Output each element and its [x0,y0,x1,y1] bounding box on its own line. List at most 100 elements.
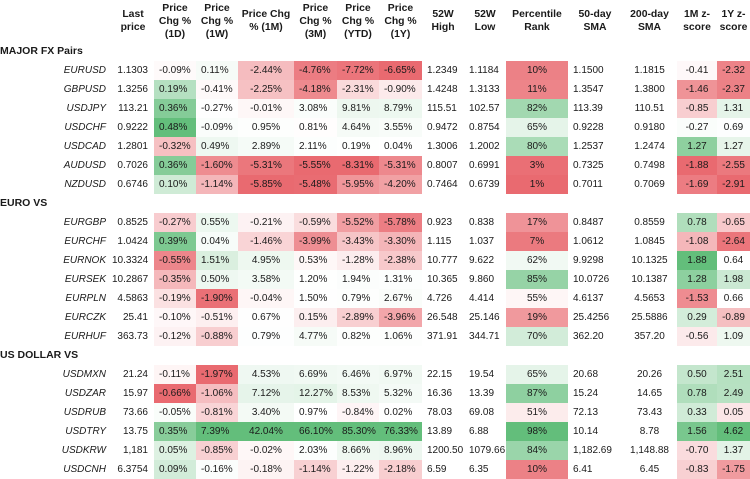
cell-m3: -4.76% [294,61,337,80]
cell-z1m: 1.27 [677,137,717,156]
cell-l52: 0.6739 [469,178,500,190]
cell-sma200: 0.9180 [634,121,665,133]
cell-w1: 0.55% [196,213,238,232]
cell-ytd: 8.53% [337,384,379,403]
cell-m1: -5.85% [238,175,294,194]
table-body: MAJOR FX Pairs EURUSD 1.1303 -0.09% 0.11% -2.… [0,42,750,479]
cell-h52: 1.2349 [427,64,458,76]
pair-label: NZDUSD [64,178,106,190]
cell-z1m: 1.28 [677,270,717,289]
cell-last: 1.3256 [117,83,148,95]
cell-sma50: 1,182.69 [573,444,612,456]
cell-z1y: 1.09 [717,327,750,346]
cell-sma50: 25.4256 [573,311,610,323]
table-row: EURUSD 1.1303 -0.09% 0.11% -2.44% -4.76% -7.72… [0,61,750,80]
cell-w1: -0.41% [196,80,238,99]
cell-h52: 4.726 [427,292,453,304]
cell-z1m: -1.46 [677,80,717,99]
cell-sma50: 0.7011 [573,178,603,190]
cell-pct: 7% [506,232,568,251]
cell-z1m: -1.53 [677,289,717,308]
cell-m1: -2.25% [238,80,294,99]
cell-m3: 6.69% [294,365,337,384]
cell-y1: 6.97% [379,365,422,384]
column-header-last: Last price [120,9,146,33]
cell-sma50: 1.0612 [573,235,604,247]
cell-m1: 3.40% [238,403,294,422]
cell-ytd: -1.28% [337,251,379,270]
cell-y1: 0.04% [379,137,422,156]
cell-w1: 7.39% [196,422,238,441]
cell-last: 363.73 [117,330,148,342]
cell-sma200: 6.45 [639,463,660,475]
cell-m3: 0.15% [294,308,337,327]
cell-z1m: -1.08 [677,232,717,251]
cell-ytd: 0.82% [337,327,379,346]
cell-last: 15.97 [122,387,148,399]
cell-y1: 8.96% [379,441,422,460]
column-header-h52: 52W High [431,9,455,33]
group-header-row: US DOLLAR VS [0,346,750,365]
cell-sma50: 1.2537 [573,140,604,152]
cell-m1: 0.79% [238,327,294,346]
cell-z1m: -0.85 [677,99,717,118]
cell-z1m: -0.83 [677,460,717,479]
cell-last: 10.3324 [112,254,149,266]
cell-y1: -3.30% [379,232,422,251]
cell-h52: 1.3006 [427,140,458,152]
table-row: EURGBP 0.8525 -0.27% 0.55% -0.21% -0.59% -5.52… [0,213,750,232]
cell-m3: -4.18% [294,80,337,99]
cell-d1: 0.36% [154,156,196,175]
cell-ytd: -8.31% [337,156,379,175]
cell-h52: 1.4248 [427,83,458,95]
cell-ytd: 0.79% [337,289,379,308]
cell-ytd: 1.94% [337,270,379,289]
cell-sma50: 113.39 [573,102,603,114]
pair-label: EURUSD [63,64,106,76]
cell-z1y: -2.91 [717,175,750,194]
cell-sma50: 4.6137 [573,292,604,304]
cell-m1: 0.67% [238,308,294,327]
cell-pct: 17% [506,213,568,232]
cell-sma200: 25.5886 [631,311,668,323]
cell-m3: 2.03% [294,441,337,460]
cell-z1m: -0.41 [677,61,717,80]
cell-h52: 0.7464 [427,178,458,190]
cell-h52: 0.9472 [427,121,458,133]
cell-d1: 0.19% [154,80,196,99]
cell-y1: 5.32% [379,384,422,403]
table-row: EURNOK 10.3324 -0.55% 1.51% 4.95% 0.53% -1.28%… [0,251,750,270]
cell-z1m: 0.78 [677,384,717,403]
cell-m1: 42.04% [238,422,294,441]
cell-pct: 70% [506,327,568,346]
cell-l52: 1.2002 [469,140,500,152]
cell-d1: -0.66% [154,384,196,403]
cell-z1y: 1.27 [717,137,750,156]
cell-y1: 2.67% [379,289,422,308]
table-row: EURCHF 1.0424 0.39% 0.04% -1.46% -3.99% -3.43%… [0,232,750,251]
cell-sma200: 0.8559 [634,216,665,228]
cell-z1y: -2.37 [717,80,750,99]
cell-w1: 0.50% [196,270,238,289]
cell-w1: -0.09% [196,118,238,137]
table-row: EURHUF 363.73 -0.12% -0.88% 0.79% 4.77% 0.82% 1… [0,327,750,346]
table-row: USDKRW 1,181 0.05% -0.85% -0.02% 2.03% 8.66% 8.… [0,441,750,460]
cell-pct: 11% [506,80,568,99]
cell-sma200: 1.0845 [634,235,665,247]
table-row: AUDUSD 0.7026 0.36% -1.60% -5.31% -5.55% -8.31… [0,156,750,175]
cell-h52: 1.115 [427,235,452,247]
pair-label: EURHUF [64,330,106,342]
cell-sma200: 8.78 [639,425,660,437]
cell-w1: 0.11% [196,61,238,80]
group-title: EURO VS [0,197,48,210]
cell-pct: 65% [506,118,568,137]
cell-last: 21.24 [122,368,148,380]
cell-ytd: -7.72% [337,61,379,80]
pair-label: GBPUSD [63,83,106,95]
cell-m1: -0.18% [238,460,294,479]
cell-w1: -1.90% [196,289,238,308]
cell-last: 0.7026 [117,159,148,171]
cell-m1: -0.21% [238,213,294,232]
cell-sma200: 10.1387 [631,273,668,285]
cell-l52: 102.57 [469,102,500,114]
